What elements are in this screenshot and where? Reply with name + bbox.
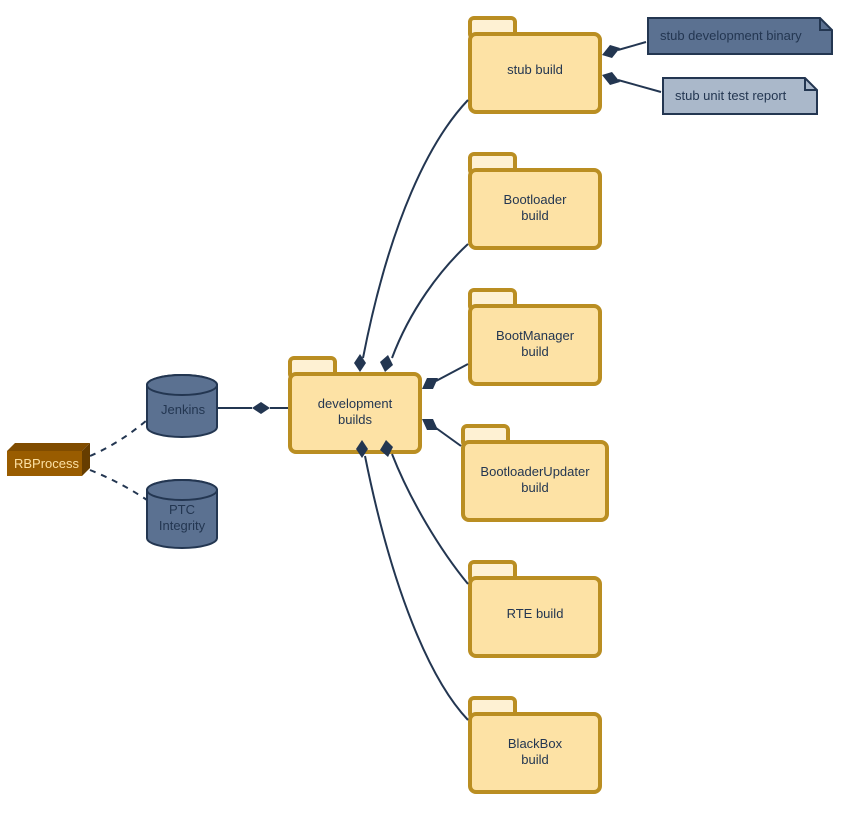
blackbox-build-folder: BlackBox build bbox=[470, 698, 600, 792]
diamond-stub-report bbox=[602, 72, 620, 85]
edge-dev-bootmanager bbox=[436, 364, 468, 381]
bootmanager-label-1: BootManager bbox=[496, 328, 575, 343]
blupdater-label-1: BootloaderUpdater bbox=[480, 464, 590, 479]
bootmanager-build-folder: BootManager build bbox=[470, 290, 600, 384]
devbuilds-label-1: development bbox=[318, 396, 393, 411]
rte-build-folder: RTE build bbox=[470, 562, 600, 656]
note-report-label: stub unit test report bbox=[675, 88, 787, 103]
edge-dev-bootloader bbox=[392, 244, 468, 358]
bootloader-label-2: build bbox=[521, 208, 548, 223]
stub-label: stub build bbox=[507, 62, 563, 77]
blupdater-label-2: build bbox=[521, 480, 548, 495]
devbuilds-label-2: builds bbox=[338, 412, 372, 427]
diamond-dev-bootloader bbox=[380, 355, 393, 372]
ptc-label-1: PTC bbox=[169, 502, 195, 517]
diamond-dev-bootmanager bbox=[422, 378, 438, 389]
edge-rbprocess-jenkins bbox=[90, 420, 147, 456]
edge-stub-report bbox=[618, 80, 661, 92]
diamond-jenkins bbox=[252, 402, 270, 414]
edge-dev-blackbox bbox=[365, 456, 468, 720]
bootloaderupdater-build-folder: BootloaderUpdater build bbox=[463, 426, 607, 520]
rte-label: RTE build bbox=[507, 606, 564, 621]
bootmanager-label-2: build bbox=[521, 344, 548, 359]
note-binary-label: stub development binary bbox=[660, 28, 802, 43]
diamond-dev-blupdater bbox=[422, 419, 438, 430]
edge-dev-stub bbox=[363, 100, 468, 358]
diagram-canvas: RBProcess Jenkins PTC Integrity developm… bbox=[0, 0, 843, 821]
rbprocess-label: RBProcess bbox=[14, 456, 80, 471]
ptc-label-2: Integrity bbox=[159, 518, 206, 533]
stub-dev-binary-note: stub development binary bbox=[648, 18, 832, 54]
jenkins-label: Jenkins bbox=[161, 402, 206, 417]
diamond-stub-binary bbox=[602, 45, 620, 58]
rbprocess-node: RBProcess bbox=[7, 443, 90, 476]
ptc-db: PTC Integrity bbox=[147, 480, 217, 548]
development-builds-folder: development builds bbox=[290, 358, 420, 452]
edge-stub-binary bbox=[618, 42, 646, 50]
stub-build-folder: stub build bbox=[470, 18, 600, 112]
bootloader-label-1: Bootloader bbox=[504, 192, 568, 207]
edge-dev-rte bbox=[392, 454, 468, 584]
bootloader-build-folder: Bootloader build bbox=[470, 154, 600, 248]
edge-dev-blupdater bbox=[436, 428, 461, 446]
stub-unit-test-note: stub unit test report bbox=[663, 78, 817, 114]
edge-rbprocess-ptc bbox=[90, 470, 147, 500]
blackbox-label-2: build bbox=[521, 752, 548, 767]
jenkins-db: Jenkins bbox=[147, 375, 217, 437]
blackbox-label-1: BlackBox bbox=[508, 736, 563, 751]
